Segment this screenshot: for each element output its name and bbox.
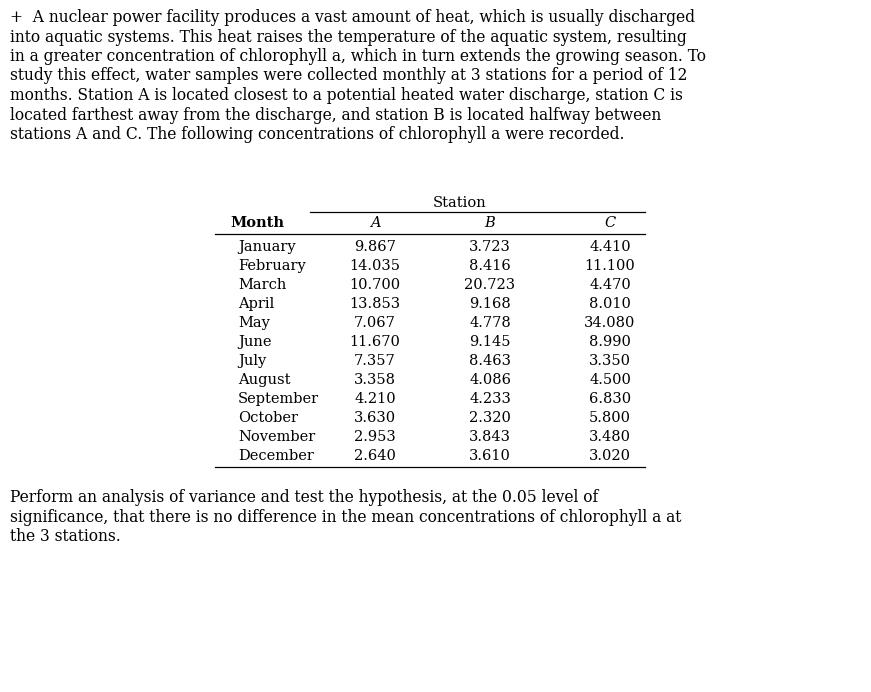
Text: 2.953: 2.953 — [354, 430, 396, 444]
Text: 4.233: 4.233 — [469, 392, 511, 406]
Text: 8.010: 8.010 — [589, 297, 631, 311]
Text: into aquatic systems. This heat raises the temperature of the aquatic system, re: into aquatic systems. This heat raises t… — [10, 28, 686, 46]
Text: March: March — [238, 278, 287, 292]
Text: 2.320: 2.320 — [469, 411, 511, 425]
Text: the 3 stations.: the 3 stations. — [10, 528, 121, 545]
Text: 13.853: 13.853 — [349, 297, 401, 311]
Text: 3.350: 3.350 — [589, 354, 631, 368]
Text: A: A — [369, 216, 381, 230]
Text: 4.470: 4.470 — [589, 278, 631, 292]
Text: 3.358: 3.358 — [354, 373, 396, 387]
Text: 8.463: 8.463 — [469, 354, 511, 368]
Text: December: December — [238, 449, 314, 463]
Text: 7.357: 7.357 — [354, 354, 396, 368]
Text: Month: Month — [230, 216, 284, 230]
Text: +  A nuclear power facility produces a vast amount of heat, which is usually dis: + A nuclear power facility produces a va… — [10, 9, 695, 26]
Text: 6.830: 6.830 — [589, 392, 631, 406]
Text: October: October — [238, 411, 298, 425]
Text: 4.410: 4.410 — [589, 240, 631, 254]
Text: 3.630: 3.630 — [354, 411, 396, 425]
Text: 14.035: 14.035 — [349, 259, 401, 273]
Text: 4.500: 4.500 — [589, 373, 631, 387]
Text: B: B — [484, 216, 496, 230]
Text: 9.145: 9.145 — [469, 335, 510, 349]
Text: 9.168: 9.168 — [469, 297, 511, 311]
Text: April: April — [238, 297, 274, 311]
Text: 20.723: 20.723 — [464, 278, 516, 292]
Text: 5.800: 5.800 — [589, 411, 631, 425]
Text: 11.670: 11.670 — [349, 335, 401, 349]
Text: significance, that there is no difference in the mean concentrations of chloroph: significance, that there is no differenc… — [10, 509, 681, 525]
Text: January: January — [238, 240, 295, 254]
Text: in a greater concentration of chlorophyll a, which in turn extends the growing s: in a greater concentration of chlorophyl… — [10, 48, 706, 65]
Text: 8.990: 8.990 — [589, 335, 631, 349]
Text: September: September — [238, 392, 319, 406]
Text: study this effect, water samples were collected monthly at 3 stations for a peri: study this effect, water samples were co… — [10, 68, 687, 84]
Text: 9.867: 9.867 — [354, 240, 396, 254]
Text: May: May — [238, 316, 270, 330]
Text: located farthest away from the discharge, and station B is located halfway betwe: located farthest away from the discharge… — [10, 107, 661, 123]
Text: 10.700: 10.700 — [349, 278, 401, 292]
Text: 34.080: 34.080 — [584, 316, 636, 330]
Text: 4.086: 4.086 — [469, 373, 511, 387]
Text: 3.610: 3.610 — [469, 449, 511, 463]
Text: 2.640: 2.640 — [354, 449, 396, 463]
Text: 3.843: 3.843 — [469, 430, 511, 444]
Text: November: November — [238, 430, 315, 444]
Text: 4.778: 4.778 — [469, 316, 511, 330]
Text: Station: Station — [433, 196, 487, 210]
Text: 3.723: 3.723 — [469, 240, 511, 254]
Text: June: June — [238, 335, 272, 349]
Text: 7.067: 7.067 — [354, 316, 396, 330]
Text: stations A and C. The following concentrations of chlorophyll a were recorded.: stations A and C. The following concentr… — [10, 126, 625, 143]
Text: February: February — [238, 259, 306, 273]
Text: August: August — [238, 373, 291, 387]
Text: C: C — [604, 216, 616, 230]
Text: 3.480: 3.480 — [589, 430, 631, 444]
Text: July: July — [238, 354, 267, 368]
Text: 4.210: 4.210 — [354, 392, 395, 406]
Text: 8.416: 8.416 — [469, 259, 511, 273]
Text: 3.020: 3.020 — [589, 449, 631, 463]
Text: 11.100: 11.100 — [584, 259, 635, 273]
Text: months. Station A is located closest to a potential heated water discharge, stat: months. Station A is located closest to … — [10, 87, 683, 104]
Text: Perform an analysis of variance and test the hypothesis, at the 0.05 level of: Perform an analysis of variance and test… — [10, 489, 598, 506]
